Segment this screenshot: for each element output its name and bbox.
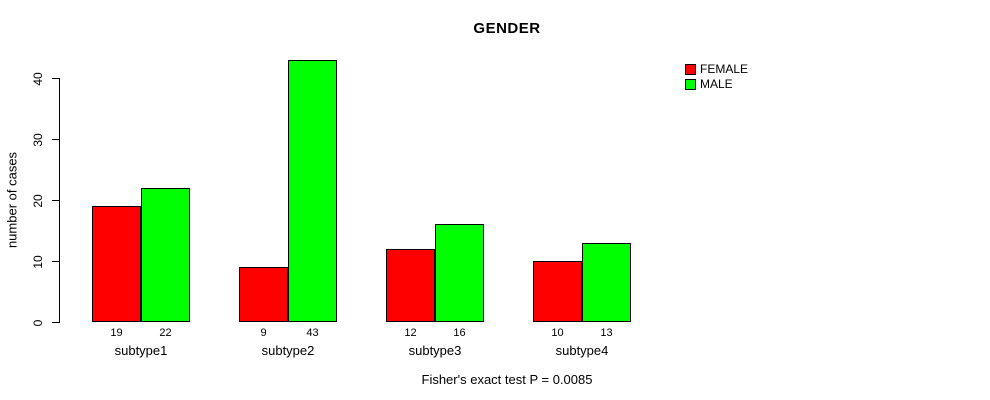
- bar-value-label: 12: [404, 327, 417, 339]
- bar-value-label: 19: [110, 327, 123, 339]
- legend: FEMALE MALE: [685, 62, 748, 92]
- y-axis-line: [59, 78, 60, 323]
- annotation-text: Fisher's exact test P = 0.0085: [421, 372, 593, 387]
- bar-value-label: 9: [260, 327, 267, 339]
- y-tick-label: 40: [31, 71, 45, 86]
- bar-value-label: 10: [551, 327, 564, 339]
- y-tick-mark: [52, 78, 59, 79]
- y-tick-label: 30: [31, 132, 45, 147]
- x-category-label: subtype4: [555, 343, 609, 358]
- y-tick-mark: [52, 139, 59, 140]
- y-tick-mark: [52, 322, 59, 323]
- bar-male-subtype1: [141, 187, 190, 322]
- bar-male-subtype3: [435, 224, 484, 322]
- legend-label: MALE: [700, 77, 733, 91]
- bar-male-subtype4: [582, 242, 631, 322]
- x-category-label: subtype3: [408, 343, 462, 358]
- y-tick-label: 0: [31, 319, 45, 326]
- legend-item-male: MALE: [685, 77, 748, 91]
- bar-female-subtype3: [386, 248, 435, 322]
- legend-swatch-female: [685, 63, 696, 75]
- bar-value-label: 22: [159, 327, 172, 339]
- legend-swatch-male: [685, 78, 696, 90]
- bar-female-subtype4: [533, 261, 582, 322]
- bar-value-label: 43: [306, 327, 319, 339]
- y-tick-label: 20: [31, 193, 45, 208]
- y-tick-label: 10: [31, 254, 45, 269]
- legend-label: FEMALE: [700, 62, 749, 76]
- y-tick-mark: [52, 200, 59, 201]
- chart-title: GENDER: [473, 20, 541, 37]
- bar-value-label: 13: [600, 327, 613, 339]
- bar-female-subtype1: [92, 206, 141, 322]
- x-category-label: subtype2: [261, 343, 315, 358]
- bar-value-label: 16: [453, 327, 466, 339]
- y-axis-label: number of cases: [4, 151, 20, 249]
- legend-item-female: FEMALE: [685, 62, 748, 76]
- x-category-label: subtype1: [114, 343, 168, 358]
- y-tick-mark: [52, 261, 59, 262]
- bar-male-subtype2: [288, 59, 337, 322]
- bar-female-subtype2: [239, 267, 288, 322]
